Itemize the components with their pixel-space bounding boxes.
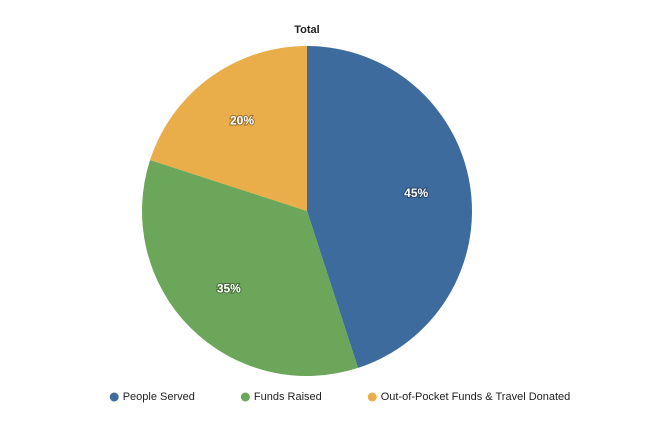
value-label: 20% <box>230 114 254 128</box>
value-label: 35% <box>217 281 241 295</box>
value-label: 45% <box>404 186 428 200</box>
chart-title: Total <box>294 24 319 36</box>
legend-label: Funds Raised <box>254 391 322 403</box>
pie-slice <box>150 46 307 211</box>
pie-slice <box>142 160 358 376</box>
pie-slice <box>307 46 472 368</box>
legend-label: Out-of-Pocket Funds & Travel Donated <box>381 391 571 403</box>
legend-marker <box>367 392 377 402</box>
legend-marker <box>240 392 250 402</box>
legend-marker <box>109 392 119 402</box>
legend-label: People Served <box>123 391 195 403</box>
